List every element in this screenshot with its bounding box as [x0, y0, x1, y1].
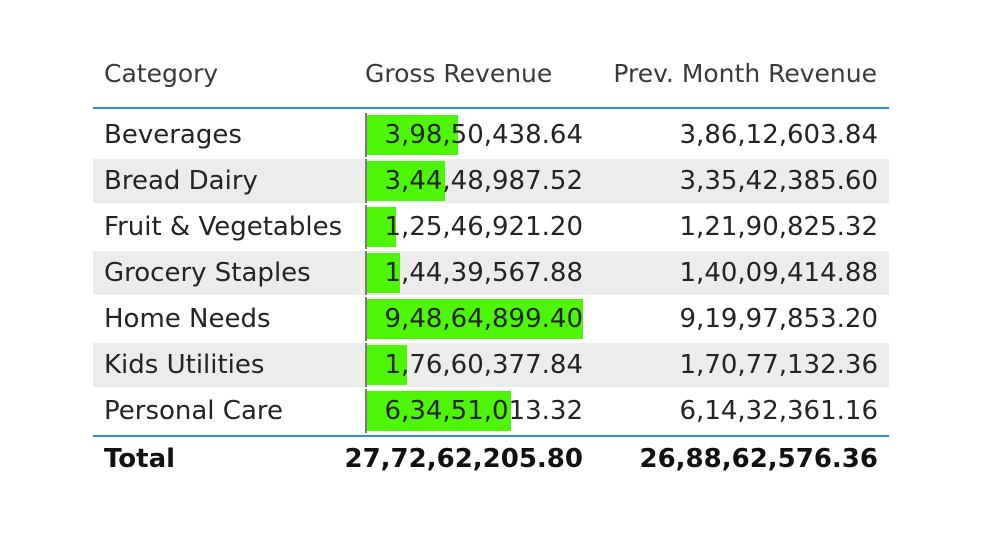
- gross-revenue-databar: [367, 345, 407, 385]
- gross-revenue-value: 1,76,60,377.84: [384, 350, 583, 380]
- category-cell: Kids Utilities: [104, 350, 265, 380]
- category-cell: Beverages: [104, 120, 242, 150]
- gross-revenue-value: 3,44,48,987.52: [384, 166, 583, 196]
- header-prev-month-revenue[interactable]: Prev. Month Revenue: [613, 59, 877, 88]
- table-row[interactable]: Beverages 3,98,50,438.64 3,86,12,603.84: [93, 113, 889, 157]
- gross-revenue-cell: 1,76,60,377.84: [365, 343, 587, 387]
- table-row[interactable]: Fruit & Vegetables 1,25,46,921.20 1,21,9…: [93, 205, 889, 249]
- table-header-row: Category Gross Revenue Prev. Month Reven…: [93, 40, 889, 109]
- header-gross-revenue[interactable]: Gross Revenue: [365, 59, 553, 88]
- total-gross-revenue: 27,72,62,205.80: [344, 444, 583, 474]
- prev-month-revenue-cell: 1,21,90,825.32: [679, 212, 878, 242]
- gross-revenue-databar: [367, 391, 511, 431]
- gross-revenue-value: 3,98,50,438.64: [384, 120, 583, 150]
- gross-revenue-databar: [367, 253, 400, 293]
- category-cell: Home Needs: [104, 304, 271, 334]
- gross-revenue-value: 1,44,39,567.88: [384, 258, 583, 288]
- gross-revenue-databar: [367, 207, 396, 247]
- total-label: Total: [104, 444, 176, 474]
- prev-month-revenue-cell: 6,14,32,361.16: [679, 396, 878, 426]
- gross-revenue-cell: 1,44,39,567.88: [365, 251, 587, 295]
- prev-month-revenue-cell: 1,70,77,132.36: [679, 350, 878, 380]
- category-cell: Fruit & Vegetables: [104, 212, 343, 242]
- total-row: Total 27,72,62,205.80 26,88,62,576.36: [93, 435, 889, 481]
- gross-revenue-value: 9,48,64,899.40: [384, 304, 583, 334]
- header-category[interactable]: Category: [104, 59, 219, 88]
- gross-revenue-cell: 9,48,64,899.40: [365, 297, 587, 341]
- gross-revenue-databar: [367, 161, 445, 201]
- category-cell: Bread Dairy: [104, 166, 258, 196]
- revenue-table: Category Gross Revenue Prev. Month Reven…: [93, 40, 889, 481]
- prev-month-revenue-cell: 9,19,97,853.20: [679, 304, 878, 334]
- total-prev-month-revenue: 26,88,62,576.36: [639, 444, 878, 474]
- gross-revenue-databar: [367, 299, 583, 339]
- category-cell: Grocery Staples: [104, 258, 311, 288]
- gross-revenue-cell: 1,25,46,921.20: [365, 205, 587, 249]
- prev-month-revenue-cell: 3,35,42,385.60: [679, 166, 878, 196]
- prev-month-revenue-cell: 1,40,09,414.88: [679, 258, 878, 288]
- gross-revenue-cell: 3,44,48,987.52: [365, 159, 587, 203]
- gross-revenue-value: 1,25,46,921.20: [384, 212, 583, 242]
- category-cell: Personal Care: [104, 396, 283, 426]
- gross-revenue-cell: 3,98,50,438.64: [365, 113, 587, 157]
- table-row[interactable]: Personal Care 6,34,51,013.32 6,14,32,361…: [93, 389, 889, 433]
- table-row[interactable]: Grocery Staples 1,44,39,567.88 1,40,09,4…: [93, 251, 889, 295]
- prev-month-revenue-cell: 3,86,12,603.84: [679, 120, 878, 150]
- table-row[interactable]: Kids Utilities 1,76,60,377.84 1,70,77,13…: [93, 343, 889, 387]
- gross-revenue-value: 6,34,51,013.32: [384, 396, 583, 426]
- gross-revenue-databar: [367, 115, 458, 155]
- gross-revenue-cell: 6,34,51,013.32: [365, 389, 587, 433]
- table-row[interactable]: Home Needs 9,48,64,899.40 9,19,97,853.20: [93, 297, 889, 341]
- table-row[interactable]: Bread Dairy 3,44,48,987.52 3,35,42,385.6…: [93, 159, 889, 203]
